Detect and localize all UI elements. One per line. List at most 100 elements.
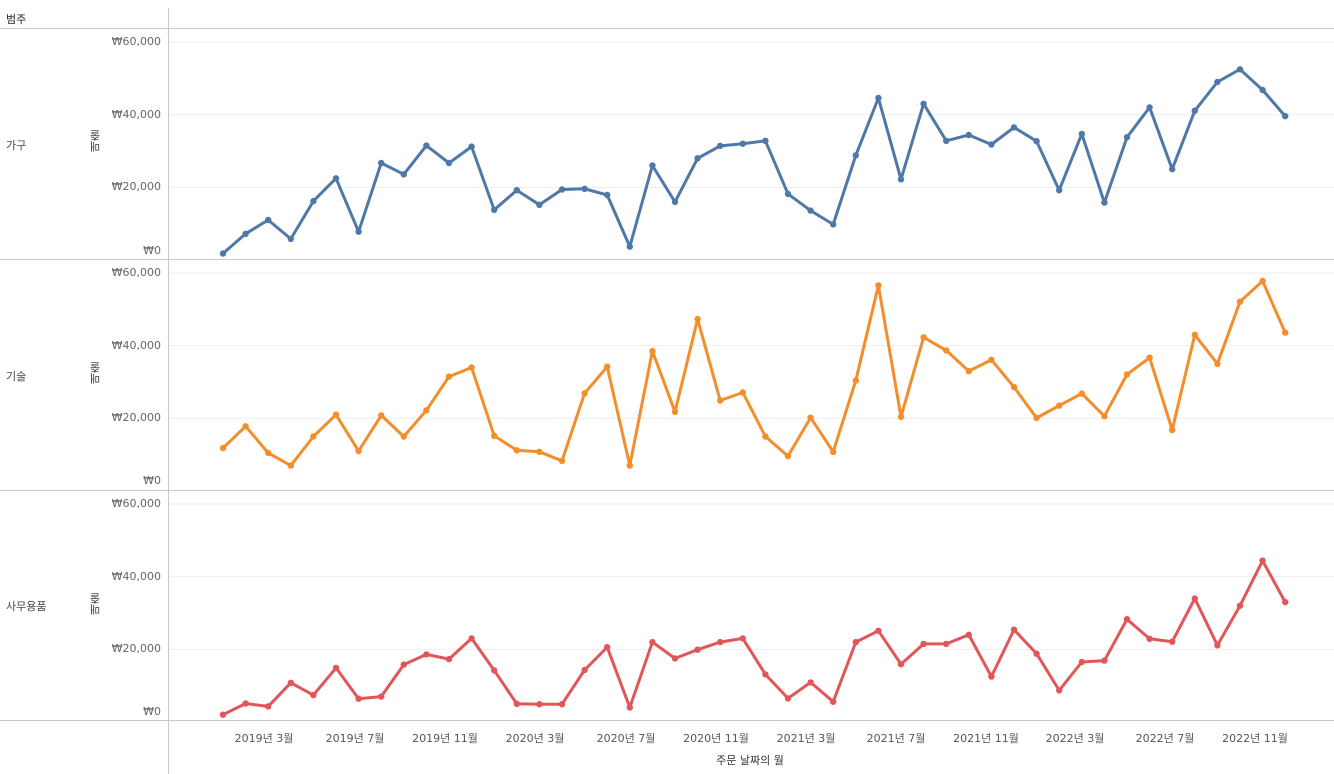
data-point — [423, 142, 430, 149]
data-point — [943, 347, 950, 354]
data-point — [784, 695, 792, 702]
data-point — [1101, 657, 1108, 664]
data-point — [1123, 134, 1131, 141]
data-point — [807, 679, 814, 686]
data-point — [784, 190, 792, 198]
data-point — [830, 448, 837, 455]
data-point — [1010, 626, 1018, 633]
data-point — [242, 230, 249, 237]
data-point — [649, 347, 656, 355]
data-point — [1101, 413, 1108, 420]
data-point — [513, 447, 520, 454]
data-point — [355, 447, 362, 455]
x-tick-label: 2021년 3월 — [776, 732, 836, 745]
data-point — [762, 137, 769, 144]
row-divider-3 — [0, 720, 1334, 721]
data-point — [897, 413, 905, 421]
data-point — [717, 397, 724, 404]
data-point — [1236, 298, 1244, 305]
data-point — [943, 137, 950, 144]
row-divider-1 — [0, 259, 1334, 260]
data-point — [219, 250, 227, 257]
data-point — [604, 191, 611, 199]
data-point — [310, 197, 317, 205]
data-point — [378, 412, 385, 419]
data-point — [1259, 86, 1266, 94]
data-point — [1191, 107, 1199, 114]
data-point — [807, 207, 814, 214]
y-tick-label: ₩60,000 — [111, 35, 161, 48]
data-point — [445, 655, 453, 663]
x-tick-label: 2019년 3월 — [234, 732, 294, 745]
data-point — [558, 457, 566, 464]
data-point — [378, 693, 385, 700]
x-tick-label: 2022년 11월 — [1222, 732, 1288, 745]
data-point — [965, 367, 972, 375]
data-point — [988, 673, 995, 680]
y-tick-label: ₩60,000 — [111, 497, 161, 510]
data-point — [875, 627, 882, 634]
data-point — [445, 159, 453, 167]
category-header: 범주 — [6, 13, 27, 26]
data-point — [626, 462, 633, 469]
data-point — [378, 159, 385, 167]
data-point — [287, 462, 294, 469]
x-axis-title: 주문 날짜의 월 — [716, 754, 784, 767]
data-point — [265, 449, 272, 457]
data-point — [807, 414, 814, 421]
y-tick-label: ₩40,000 — [111, 108, 161, 121]
data-point — [1191, 331, 1199, 338]
data-point — [1214, 78, 1221, 86]
data-point — [581, 390, 588, 397]
data-point — [988, 141, 995, 148]
data-point — [1056, 187, 1063, 194]
data-point — [219, 711, 227, 718]
data-point — [671, 408, 679, 415]
data-point — [852, 377, 859, 384]
data-point — [1214, 642, 1221, 649]
y-tick-label: ₩0 — [143, 244, 161, 257]
data-point — [332, 175, 340, 182]
data-point — [242, 423, 249, 430]
data-point — [897, 176, 905, 183]
data-point — [694, 155, 701, 162]
data-point — [1214, 360, 1221, 367]
y-tick-label: ₩20,000 — [111, 642, 161, 655]
data-point — [332, 664, 340, 672]
data-point — [423, 407, 430, 414]
data-point — [1146, 354, 1153, 361]
data-point — [943, 640, 950, 648]
data-point — [920, 100, 927, 108]
data-point — [491, 667, 498, 674]
x-tick-label: 2021년 11월 — [953, 732, 1019, 745]
data-point — [265, 216, 272, 224]
data-point — [1010, 124, 1018, 131]
row-label-furniture: 가구 — [6, 139, 27, 152]
data-point — [219, 444, 227, 452]
data-point — [739, 140, 746, 147]
data-point — [536, 701, 543, 708]
data-point — [468, 364, 475, 371]
data-point — [400, 171, 407, 178]
data-point — [762, 433, 769, 440]
data-point — [423, 651, 430, 658]
x-tick-label: 2019년 7월 — [325, 732, 385, 745]
series-line-2 — [221, 279, 1287, 468]
data-point — [310, 433, 317, 440]
data-point — [1033, 650, 1040, 657]
data-point — [1191, 595, 1199, 602]
data-point — [468, 635, 475, 642]
data-point — [1169, 166, 1176, 173]
data-point — [875, 94, 882, 102]
data-point — [1282, 598, 1289, 606]
data-point — [355, 695, 362, 702]
data-point — [649, 638, 656, 646]
data-point — [988, 356, 995, 363]
data-point — [287, 235, 294, 243]
data-point — [332, 411, 340, 418]
data-point — [558, 186, 566, 193]
data-point — [1146, 104, 1153, 111]
data-point — [694, 646, 701, 653]
x-tick-label: 2020년 3월 — [505, 732, 565, 745]
data-point — [1169, 426, 1176, 434]
